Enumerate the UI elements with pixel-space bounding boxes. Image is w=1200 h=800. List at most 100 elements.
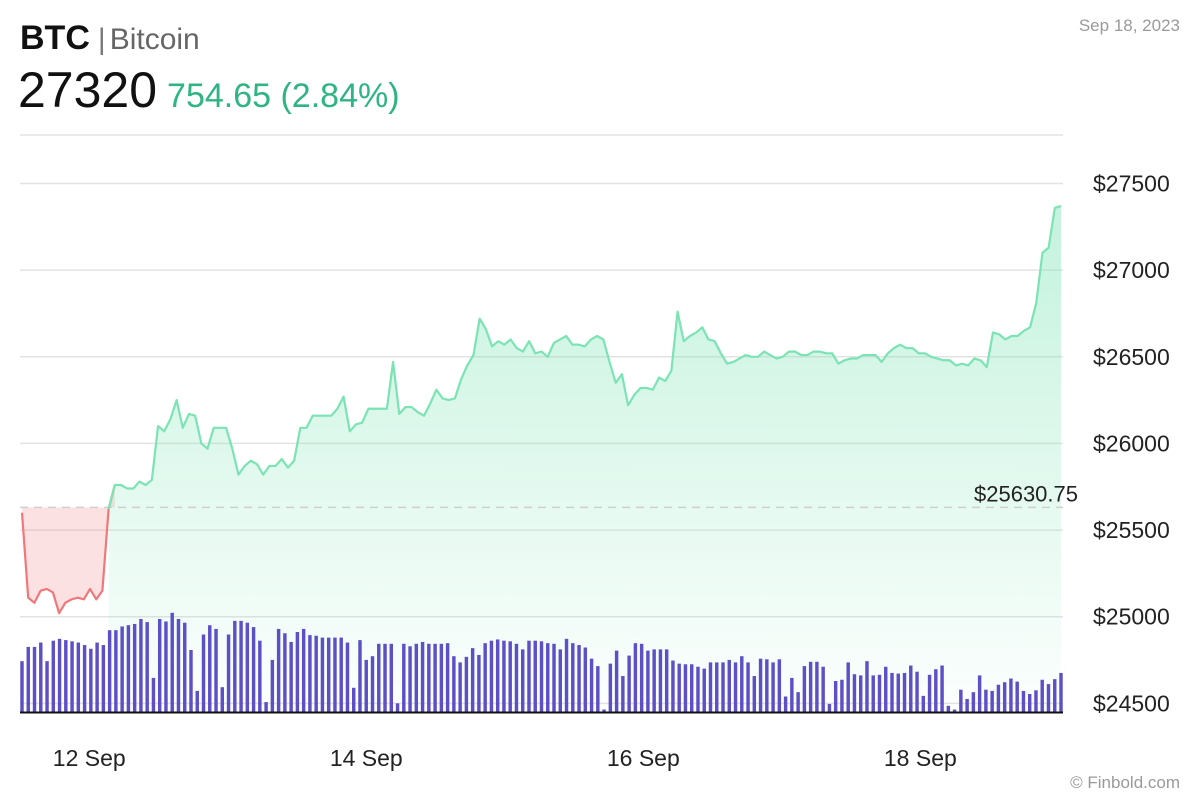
- volume-bar: [946, 705, 951, 712]
- x-tick-label: 18 Sep: [884, 745, 957, 771]
- volume-bar: [527, 640, 531, 712]
- volume-bar: [846, 662, 850, 712]
- price-change: 754.65 (2.84%): [167, 77, 400, 115]
- volume-bar: [1053, 679, 1057, 712]
- volume-bar: [352, 687, 356, 712]
- volume-bar: [164, 621, 168, 712]
- reference-line-group: $25630.75: [20, 481, 1078, 509]
- ticker-header: BTC | Bitcoin: [20, 16, 200, 62]
- volume-bar: [977, 675, 982, 712]
- volume-bar: [627, 655, 631, 712]
- volume-bar: [458, 662, 462, 712]
- volume-bar: [377, 643, 381, 712]
- volume-bar: [220, 687, 225, 712]
- volume-bar: [564, 638, 569, 712]
- volume-bar: [1027, 694, 1032, 712]
- volume-bar: [909, 665, 913, 712]
- volume-bar: [890, 672, 894, 712]
- volume-bar: [95, 642, 99, 712]
- volume-bar: [452, 656, 456, 712]
- price-line-up: [107, 204, 1062, 510]
- volume-bar: [233, 620, 237, 712]
- price-lines: [20, 204, 1062, 615]
- volume-bar: [170, 612, 174, 712]
- volume-bar: [571, 643, 575, 712]
- ticker-separator: |: [97, 23, 106, 56]
- volume-bar: [971, 692, 976, 712]
- volume-bar: [521, 649, 525, 712]
- volume-bar: [708, 662, 713, 712]
- chart-date: Sep 18, 2023: [1078, 16, 1180, 35]
- volume-bar: [721, 662, 725, 712]
- volume-bar: [533, 640, 537, 712]
- volume-bar: [433, 643, 437, 712]
- volume-bar: [445, 643, 450, 712]
- volume-bar: [965, 698, 969, 712]
- volume-bar: [70, 641, 74, 712]
- volume-bar: [151, 677, 156, 712]
- volume-bar: [51, 640, 56, 712]
- volume-bar: [602, 709, 606, 712]
- volume-bar: [596, 666, 600, 712]
- volume-bar: [1059, 672, 1063, 712]
- volume-bar: [20, 661, 24, 712]
- volume-bar: [308, 635, 312, 712]
- x-tick-label: 12 Sep: [53, 745, 126, 771]
- volume-bar: [552, 643, 556, 712]
- volume-bar: [239, 620, 243, 712]
- volume-bar: [727, 659, 731, 712]
- volume-bar: [64, 640, 68, 712]
- volume-bar: [752, 676, 757, 712]
- volume-bar: [32, 646, 37, 712]
- volume-bar: [815, 661, 819, 712]
- volume-bar: [796, 692, 800, 712]
- volume-bar: [120, 626, 124, 712]
- volume-bar: [57, 638, 62, 712]
- volume-bar: [871, 675, 875, 712]
- y-tick-label: $25500: [1093, 517, 1170, 543]
- volume-bar: [420, 641, 425, 712]
- volume-bar: [114, 630, 118, 712]
- volume-bar: [195, 690, 199, 712]
- volume-bar: [765, 659, 769, 712]
- volume-bar: [783, 696, 788, 712]
- volume-bar: [45, 661, 49, 712]
- volume-bar: [176, 619, 181, 712]
- volume-bar: [940, 665, 944, 712]
- ticker-symbol: BTC: [20, 19, 90, 57]
- volume-bar: [583, 647, 588, 712]
- volume-bar: [733, 662, 738, 712]
- volume-bar: [126, 625, 131, 712]
- volume-bar: [639, 643, 644, 712]
- volume-bar: [677, 663, 681, 712]
- x-tick-label: 16 Sep: [607, 745, 680, 771]
- volume-bar: [470, 648, 475, 712]
- volume-bar: [1009, 678, 1013, 712]
- volume-bar: [996, 684, 1001, 712]
- volume-bar: [546, 643, 550, 712]
- volume-bar: [276, 628, 281, 712]
- volume-bar: [389, 643, 394, 712]
- volume-bar: [952, 709, 957, 712]
- current-price: 27320: [18, 62, 158, 118]
- volume-bar: [771, 662, 775, 712]
- volume-bar: [1040, 679, 1044, 712]
- volume-bar: [621, 676, 625, 712]
- volume-bar: [339, 637, 343, 712]
- reference-label: $25630.75: [974, 481, 1078, 506]
- volume-bar: [558, 649, 562, 712]
- volume-bar: [502, 640, 506, 712]
- y-tick-label: $26000: [1093, 430, 1170, 456]
- volume-bar: [364, 659, 368, 712]
- volume-bar: [777, 659, 782, 712]
- x-tick-label: 14 Sep: [330, 745, 403, 771]
- volume-bar: [577, 645, 581, 712]
- volume-bar: [959, 689, 963, 712]
- volume-bar: [790, 677, 794, 712]
- volume-bar: [514, 643, 519, 712]
- volume-bar: [283, 633, 287, 712]
- volume-bar: [107, 630, 112, 712]
- volume-bar: [89, 648, 93, 712]
- volume-bar: [214, 628, 218, 712]
- volume-bar: [589, 658, 594, 712]
